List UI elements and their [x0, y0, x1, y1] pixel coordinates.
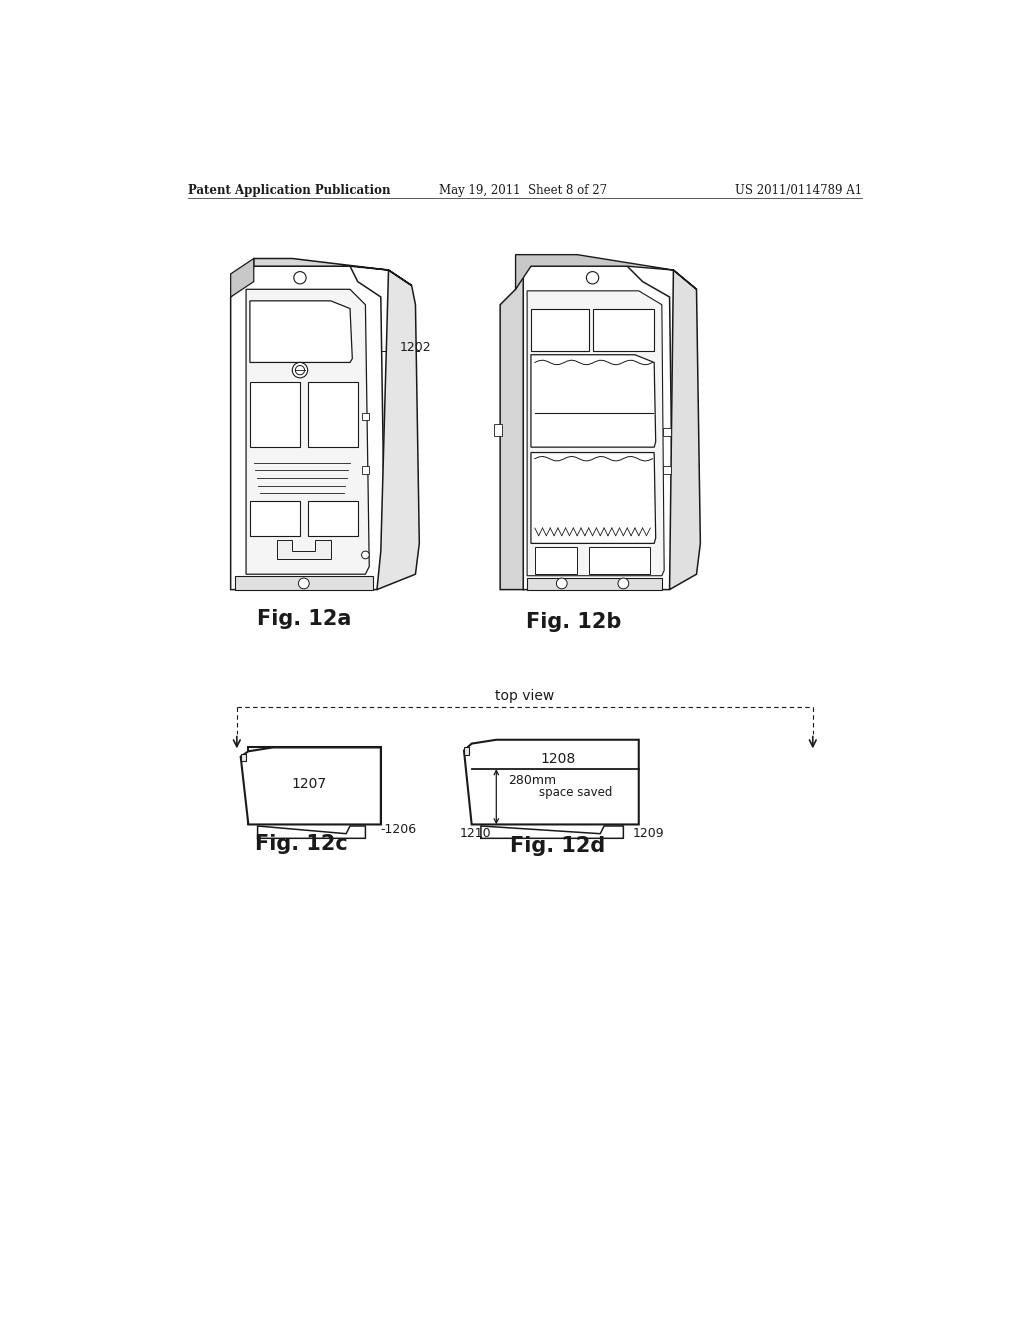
- Text: 1201: 1201: [313, 337, 345, 350]
- Text: Fig. 12c: Fig. 12c: [255, 834, 348, 854]
- Polygon shape: [377, 271, 419, 590]
- Polygon shape: [307, 502, 357, 536]
- Polygon shape: [230, 259, 254, 297]
- Polygon shape: [276, 540, 331, 558]
- Polygon shape: [249, 747, 381, 825]
- Polygon shape: [464, 739, 639, 825]
- Polygon shape: [241, 754, 246, 762]
- Circle shape: [292, 363, 307, 378]
- Polygon shape: [250, 381, 300, 447]
- Polygon shape: [670, 271, 700, 590]
- Text: 1205: 1205: [569, 413, 601, 426]
- Polygon shape: [531, 309, 589, 351]
- Polygon shape: [527, 578, 662, 590]
- Polygon shape: [494, 424, 502, 436]
- Circle shape: [295, 366, 304, 375]
- Polygon shape: [535, 548, 578, 574]
- Text: US 2011/0114789 A1: US 2011/0114789 A1: [735, 185, 862, 197]
- Polygon shape: [250, 502, 300, 536]
- Polygon shape: [589, 548, 650, 574]
- Text: Fig. 12d: Fig. 12d: [510, 836, 605, 855]
- Text: 1204: 1204: [594, 363, 626, 376]
- Text: 1210: 1210: [460, 828, 492, 841]
- Polygon shape: [531, 355, 655, 447]
- Polygon shape: [307, 381, 357, 447]
- Polygon shape: [593, 309, 654, 351]
- Circle shape: [617, 578, 629, 589]
- Circle shape: [556, 578, 567, 589]
- Polygon shape: [515, 255, 696, 289]
- Text: 1207: 1207: [292, 776, 327, 791]
- Polygon shape: [664, 428, 671, 436]
- Polygon shape: [361, 412, 370, 420]
- Polygon shape: [515, 267, 674, 590]
- Text: Fig. 12a: Fig. 12a: [257, 609, 351, 628]
- Polygon shape: [664, 466, 671, 474]
- Text: -1206: -1206: [381, 824, 417, 837]
- Text: 1208: 1208: [541, 752, 575, 766]
- Circle shape: [294, 272, 306, 284]
- Polygon shape: [230, 267, 385, 590]
- Polygon shape: [241, 747, 381, 825]
- Text: 1209: 1209: [633, 828, 665, 841]
- Polygon shape: [500, 275, 523, 590]
- Text: top view: top view: [496, 689, 554, 702]
- Text: 1203: 1203: [313, 399, 345, 412]
- Polygon shape: [254, 259, 412, 285]
- Text: space saved: space saved: [539, 787, 612, 800]
- Polygon shape: [234, 576, 373, 590]
- Polygon shape: [246, 289, 370, 574]
- Text: May 19, 2011  Sheet 8 of 27: May 19, 2011 Sheet 8 of 27: [438, 185, 606, 197]
- Polygon shape: [527, 290, 665, 576]
- Text: Patent Application Publication: Patent Application Publication: [188, 185, 391, 197]
- Text: 1202: 1202: [400, 341, 432, 354]
- Polygon shape: [464, 747, 469, 755]
- Circle shape: [361, 552, 370, 558]
- Polygon shape: [531, 453, 655, 544]
- Circle shape: [587, 272, 599, 284]
- Text: 280mm: 280mm: [508, 774, 556, 787]
- Circle shape: [298, 578, 309, 589]
- Polygon shape: [361, 466, 370, 474]
- Polygon shape: [250, 301, 352, 363]
- Text: Fig. 12b: Fig. 12b: [525, 612, 621, 632]
